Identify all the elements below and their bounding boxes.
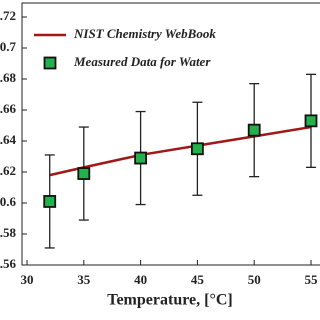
x-tick-label: 55 <box>305 272 319 287</box>
x-tick-label: 45 <box>191 272 205 287</box>
x-axis-title: Temperature, [°C] <box>107 292 232 309</box>
y-tick-label: 0.62 <box>0 163 16 178</box>
y-tick-label: 0.66 <box>0 101 17 116</box>
legend-label: Measured Data for Water <box>73 54 211 69</box>
marker <box>247 123 261 137</box>
x-tick-label: 35 <box>77 272 91 287</box>
legend-label: NIST Chemistry WebBook <box>73 26 216 41</box>
y-tick-label: 0.7 <box>0 39 17 54</box>
plot-frame <box>21 2 320 266</box>
marker <box>134 151 148 165</box>
marker <box>77 167 91 180</box>
x-tick-label: 30 <box>21 272 34 287</box>
y-tick-label: 0.6 <box>0 194 17 209</box>
y-tick-label: 0.72 <box>0 8 16 23</box>
x-tick-label: 40 <box>134 272 147 287</box>
legend-marker <box>43 56 57 70</box>
x-tick-label: 50 <box>248 272 261 287</box>
y-tick-label: 0.64 <box>0 132 17 147</box>
marker <box>190 142 204 156</box>
marker <box>43 195 57 208</box>
y-tick-label: 0.58 <box>0 225 17 240</box>
y-tick-label: 0.56 <box>0 256 17 271</box>
marker <box>304 114 318 128</box>
y-tick-label: 0.68 <box>0 70 17 85</box>
